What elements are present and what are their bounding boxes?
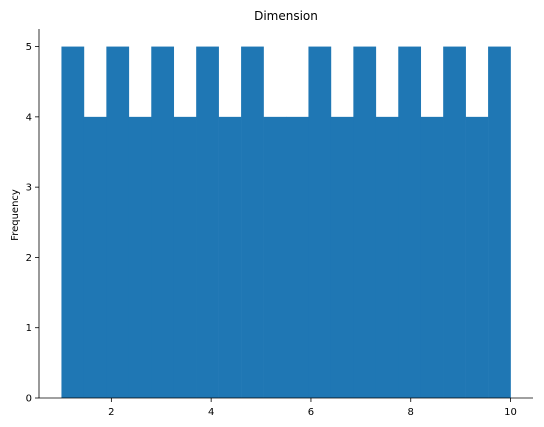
x-tick-label: 6 — [308, 407, 314, 418]
y-tick-label: 5 — [26, 42, 32, 53]
x-tick-label: 10 — [504, 407, 517, 418]
bars-group — [61, 46, 511, 399]
histogram-bar-3 — [106, 46, 130, 398]
x-axis-ticks: 2 4 6 8 10 — [108, 398, 517, 418]
histogram-bar-13 — [330, 116, 354, 399]
y-axis-label: Frequency — [10, 189, 21, 241]
histogram-bar-20 — [488, 46, 511, 398]
histogram-bar-6 — [173, 116, 197, 399]
histogram-bar-16 — [398, 46, 422, 398]
histogram-bar-5 — [151, 46, 175, 398]
histogram-bar-14 — [353, 46, 377, 398]
histogram-bar-9 — [241, 46, 264, 398]
histogram-bar-4 — [128, 116, 152, 399]
x-tick-label: 2 — [108, 407, 114, 418]
histogram-bar-2 — [83, 116, 107, 399]
y-tick-label: 1 — [26, 323, 32, 334]
y-tick-label: 3 — [26, 183, 32, 194]
histogram-bar-12 — [308, 46, 332, 398]
histogram-bar-11 — [286, 116, 309, 399]
histogram-bar-19 — [465, 116, 489, 399]
chart-title: Dimension — [254, 9, 318, 23]
histogram-bar-1 — [61, 46, 85, 398]
y-tick-label: 4 — [26, 112, 32, 123]
histogram-bar-8 — [218, 116, 242, 399]
y-tick-label: 0 — [26, 394, 32, 405]
x-tick-label: 8 — [408, 407, 414, 418]
histogram-bar-7 — [196, 46, 219, 398]
histogram-bar-18 — [443, 46, 466, 398]
histogram-bar-15 — [375, 116, 399, 399]
x-tick-label: 4 — [208, 407, 214, 418]
histogram-bar-17 — [420, 116, 444, 399]
y-axis-ticks: 0 1 2 3 4 5 — [26, 42, 39, 405]
y-tick-label: 2 — [26, 253, 32, 264]
histogram-bar-10 — [263, 116, 287, 399]
